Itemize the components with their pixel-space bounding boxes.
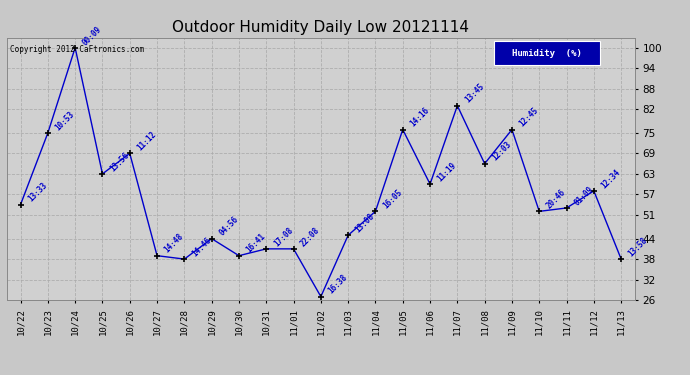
Text: 14:48: 14:48 [163,232,186,255]
Text: 17:08: 17:08 [272,225,295,248]
Text: 12:45: 12:45 [518,106,540,129]
Text: 14:46: 14:46 [190,236,213,258]
Text: 04:56: 04:56 [217,215,240,238]
Text: 16:05: 16:05 [381,188,404,211]
Text: 22:08: 22:08 [299,225,322,248]
Text: 16:41: 16:41 [244,232,267,255]
Text: 01:09: 01:09 [572,184,595,207]
Text: 11:12: 11:12 [135,130,158,153]
Text: 12:34: 12:34 [600,167,622,190]
Text: Humidity  (%): Humidity (%) [512,49,582,58]
Title: Outdoor Humidity Daily Low 20121114: Outdoor Humidity Daily Low 20121114 [172,20,469,35]
Text: 13:56: 13:56 [108,150,130,173]
Text: 14:16: 14:16 [408,106,431,129]
Text: 10:53: 10:53 [53,110,76,132]
Text: 00:09: 00:09 [81,24,104,47]
Text: 13:58: 13:58 [627,236,649,258]
Text: Copyright 2012 CaFtronics.com: Copyright 2012 CaFtronics.com [10,45,144,54]
Text: 12:03: 12:03 [490,140,513,163]
FancyBboxPatch shape [493,42,600,65]
Text: 20:46: 20:46 [545,188,567,211]
Text: 11:19: 11:19 [435,160,458,183]
Text: 13:08: 13:08 [354,212,377,234]
Text: 16:38: 16:38 [326,273,349,296]
Text: 13:33: 13:33 [26,181,49,204]
Text: 13:45: 13:45 [463,82,486,105]
